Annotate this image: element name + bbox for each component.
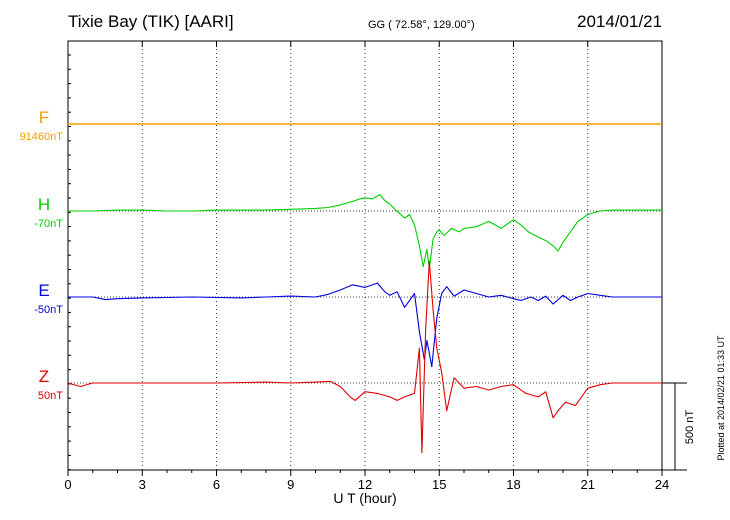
series-e-line	[68, 282, 662, 368]
station-coordinates: GG ( 72.58°, 129.00°)	[368, 19, 475, 31]
x-tick-label: 3	[139, 477, 146, 492]
x-tick-label: 12	[358, 477, 372, 492]
x-axis-label: U T (hour)	[333, 490, 396, 506]
series-h-baseline-label: -70nT	[34, 218, 63, 230]
series-labels: F 91460nT H -70nT E -50nT Z 50nT	[20, 108, 64, 402]
station-title: Tixie Bay (TIK) [AARI]	[68, 12, 234, 31]
series-e-name: E	[38, 281, 49, 300]
series-z-baseline-label: 50nT	[38, 390, 63, 402]
series-h-name: H	[38, 195, 50, 214]
x-tick-label: 18	[506, 477, 520, 492]
series-e-baseline-label: -50nT	[34, 304, 63, 316]
scale-bar-label: 500 nT	[684, 410, 696, 445]
vertical-gridlines	[141, 41, 589, 470]
x-tick-label: 24	[655, 477, 669, 492]
series-lines	[67, 123, 662, 454]
x-tick-label: 6	[213, 477, 220, 492]
plot-date: 2014/01/21	[577, 12, 662, 31]
x-tick-label: 21	[581, 477, 595, 492]
series-z-line	[67, 260, 662, 454]
x-tick-label: 0	[64, 477, 71, 492]
scale-bar: 500 nT	[662, 382, 696, 471]
series-f-name: F	[39, 108, 49, 127]
series-f-baseline-label: 91460nT	[20, 131, 64, 143]
x-tick-label: 15	[432, 477, 446, 492]
x-tick-label: 9	[287, 477, 294, 492]
series-h-line	[68, 193, 662, 269]
axis-ticks	[67, 41, 663, 476]
series-z-name: Z	[39, 367, 49, 386]
x-tick-labels: 0 3 6 9 12 15 18 21 24	[64, 477, 669, 492]
plotted-timestamp: Plotted at 2014/02/21 01:33 UT	[716, 335, 726, 461]
